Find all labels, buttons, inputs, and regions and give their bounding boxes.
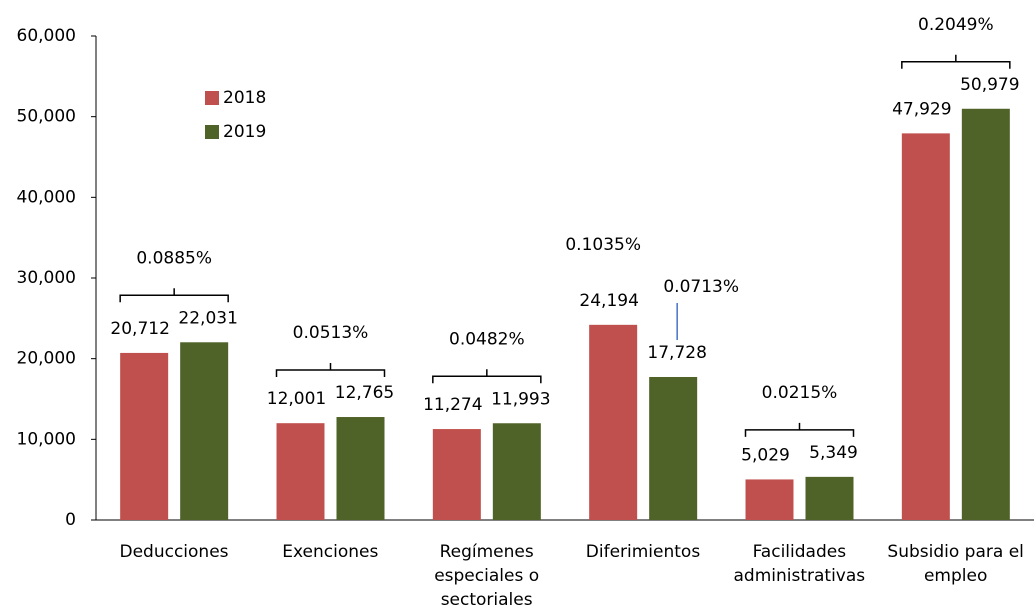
legend-label: 2018 [223,88,266,108]
bar [336,417,385,520]
x-tick-label: Subsidio para el empleo [887,542,1024,586]
value-label: 50,979 [960,75,1019,95]
y-tick-label: 20,000 [17,349,76,369]
value-label: 5,029 [741,445,790,465]
bar [120,352,169,520]
bar [589,324,638,520]
y-tick-label: 50,000 [17,107,76,127]
annotation: 0.2049% [918,15,994,35]
x-tick-label: Exenciones [282,542,379,562]
legend-swatch [205,91,219,105]
bar [745,479,794,520]
x-tick-label: Deducciones [119,542,229,562]
annotation: 0.0215% [762,383,838,403]
bracket [119,288,229,303]
annotation: 0.1035% [565,235,641,255]
annotation: 0.0513% [293,323,369,343]
annotation: 0.0713% [663,277,739,297]
bar [276,423,325,520]
bar [805,476,854,520]
legend-swatch [205,125,219,139]
y-tick-label: 0 [65,510,76,530]
legend-label: 2019 [223,122,266,142]
value-label: 20,712 [110,319,169,339]
bar [961,108,1010,520]
value-label: 22,031 [178,308,237,328]
y-tick-label: 60,000 [17,26,76,46]
bracket [275,363,386,378]
annotation: 0.0482% [449,329,525,349]
value-label: 17,728 [647,343,706,363]
bracket [432,369,542,384]
value-label: 12,001 [267,389,326,409]
value-label: 11,993 [491,389,550,409]
bar [432,429,481,520]
bracket [744,422,855,437]
bracket [901,54,1011,69]
x-tick-label: Facilidades administrativas [733,542,866,586]
y-tick-label: 10,000 [17,429,76,449]
annotation: 0.0885% [136,248,212,268]
bar [649,376,698,520]
bar [901,133,950,520]
value-label: 12,765 [335,383,394,403]
value-label: 24,194 [579,291,638,311]
y-tick-label: 30,000 [17,268,76,288]
bar [492,423,541,520]
x-tick-label: Diferimientos [585,542,701,562]
y-tick-label: 40,000 [17,187,76,207]
x-tick-label: Regímenes especiales o sectoriales [434,542,540,610]
value-label: 5,349 [809,443,858,463]
value-label: 11,274 [423,395,482,415]
value-label: 47,929 [892,99,951,119]
bar [180,342,229,520]
